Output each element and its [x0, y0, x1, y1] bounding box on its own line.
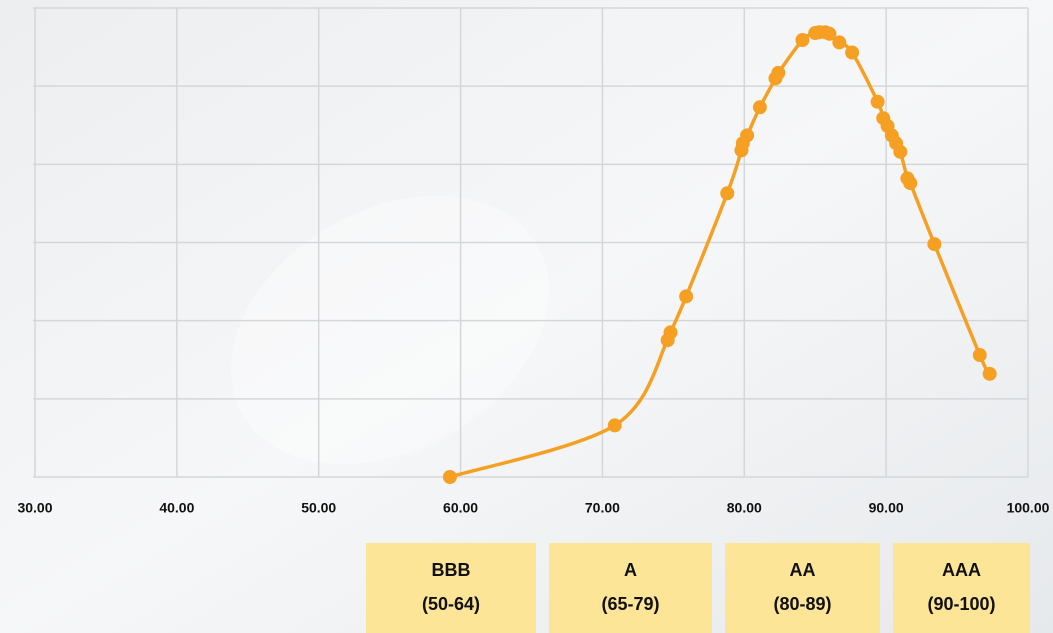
x-tick-label: 50.00	[301, 500, 336, 516]
x-tick-label: 90.00	[869, 500, 904, 516]
point	[845, 45, 860, 60]
point	[927, 237, 942, 252]
point	[607, 418, 622, 433]
band-range: (50-64)	[422, 594, 480, 614]
point	[752, 100, 767, 115]
x-tick-label: 100.00	[1007, 500, 1050, 516]
band-grade: AA	[790, 560, 816, 580]
x-tick-label: 30.00	[17, 500, 52, 516]
x-tick-label: 70.00	[585, 500, 620, 516]
rating-band	[893, 543, 1030, 633]
x-tick-label: 80.00	[727, 500, 762, 516]
band-range: (80-89)	[773, 594, 831, 614]
point	[795, 33, 810, 48]
point	[972, 348, 987, 363]
point	[822, 26, 837, 41]
point	[832, 35, 847, 50]
point	[771, 65, 786, 80]
x-tick-label: 40.00	[159, 500, 194, 516]
background-shape	[231, 195, 549, 465]
rating-band	[366, 543, 536, 633]
band-grade: A	[624, 560, 637, 580]
point	[982, 366, 997, 381]
point	[903, 176, 918, 191]
point	[720, 186, 735, 201]
rating-band	[549, 543, 712, 633]
band-range: (65-79)	[601, 594, 659, 614]
rating-band	[725, 543, 880, 633]
point	[893, 144, 908, 159]
point	[442, 470, 457, 484]
point	[663, 325, 678, 340]
band-grade: AAA	[942, 560, 981, 580]
point	[870, 94, 885, 109]
band-grade: BBB	[432, 560, 471, 580]
x-tick-label: 60.00	[443, 500, 478, 516]
point	[740, 128, 755, 143]
point	[679, 289, 694, 304]
band-range: (90-100)	[927, 594, 995, 614]
